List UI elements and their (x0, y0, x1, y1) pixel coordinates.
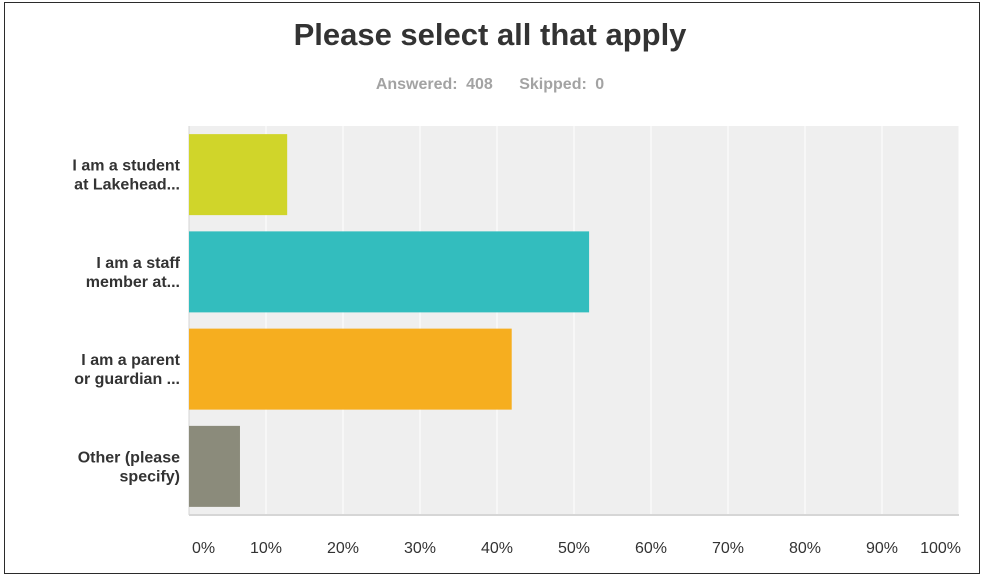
bar (189, 425, 240, 507)
bar (189, 134, 288, 216)
x-tick-label: 50% (558, 540, 590, 557)
response-summary: Answered: 408 Skipped: 0 (5, 76, 975, 94)
x-tick-label: 40% (481, 540, 513, 557)
category-label: I am a student at Lakehead... (72, 158, 180, 194)
category-label: Other (please specify) (78, 449, 180, 485)
bar (189, 231, 590, 313)
x-tick-label: 80% (789, 540, 821, 557)
x-tick-label: 10% (250, 540, 282, 557)
answered-label: Answered: (375, 76, 458, 93)
x-tick-label: 0% (192, 540, 215, 557)
chart-title: Please select all that apply (293, 17, 687, 52)
answered-count: 408 (466, 76, 493, 93)
x-tick-label: 70% (712, 540, 744, 557)
x-tick-label: 20% (327, 540, 359, 557)
x-tick-label: 100% (920, 540, 961, 557)
category-label: I am a parent or guardian ... (74, 352, 180, 388)
x-tick-label: 30% (404, 540, 436, 557)
bar (189, 328, 512, 410)
skipped-count: 0 (595, 76, 605, 93)
skipped-label: Skipped: (519, 76, 587, 93)
x-tick-label: 60% (635, 540, 667, 557)
category-label: I am a staff member at... (86, 255, 181, 291)
x-tick-label: 90% (866, 540, 898, 557)
